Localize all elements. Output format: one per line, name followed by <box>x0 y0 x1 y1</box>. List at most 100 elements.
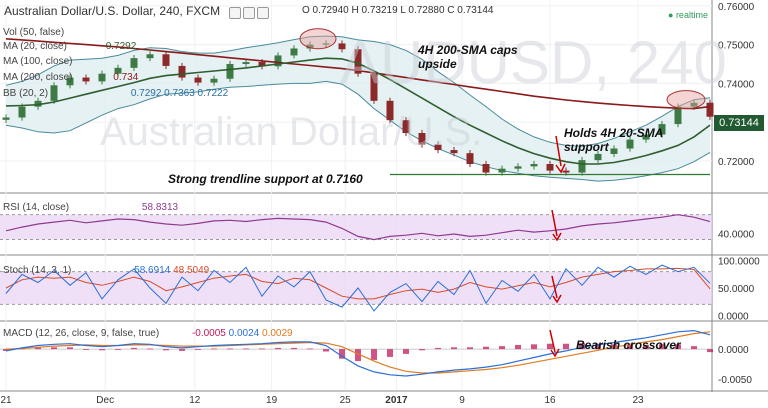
macd-histogram-bar <box>387 349 393 357</box>
macd-histogram-bar <box>291 348 297 349</box>
watermark-symbol: AUDUSD, 240 <box>340 28 727 97</box>
chart-title: Australian Dollar/U.S. Dollar, 240, FXCM <box>4 4 269 19</box>
macd-histogram-bar <box>195 349 201 350</box>
time-axis-tick: Dec <box>96 395 114 406</box>
time-axis-tick: 2017 <box>385 395 408 406</box>
macd-histogram-bar <box>275 348 281 349</box>
candle-body <box>243 62 250 64</box>
macd-histogram-bar <box>99 349 105 350</box>
macd-histogram-bar <box>323 349 329 351</box>
annotation-20sma: Holds 4H 20-SMA support <box>564 126 663 154</box>
macd-histogram-bar <box>499 346 505 349</box>
annotation-200sma: 4H 200-SMA caps upside <box>418 43 518 71</box>
macd-histogram-bar <box>563 344 569 349</box>
more-icon[interactable] <box>257 7 269 19</box>
visibility-icon[interactable] <box>243 7 255 19</box>
legend-ma200-value: 0.734 <box>113 72 138 83</box>
legend-rsi[interactable]: RSI (14, close) 58.8313 <box>3 202 178 213</box>
macd-histogram-bar <box>451 347 457 349</box>
legend-ma20-label: MA (20, close) <box>3 41 67 52</box>
macd-histogram-bar <box>691 346 697 349</box>
settings-icon[interactable] <box>229 7 241 19</box>
legend-ma200[interactable]: MA (200, close) 0.734 <box>3 72 138 83</box>
candle-body <box>531 164 538 166</box>
legend-macd-signal: 0.0029 <box>262 328 293 339</box>
legend-rsi-label: RSI (14, close) <box>3 202 69 213</box>
legend-bb[interactable]: BB (20, 2) 0.7292 0.7363 0.7222 <box>3 88 228 99</box>
realtime-dot-icon: ● <box>668 10 676 20</box>
legend-ma20[interactable]: MA (20, close) 0.7292 <box>3 41 136 52</box>
macd-histogram-bar <box>131 348 137 349</box>
time-axis-tick: 16 <box>544 395 556 406</box>
macd-histogram-bar <box>243 349 249 350</box>
candle-body <box>3 117 10 119</box>
header-buttons <box>227 5 269 19</box>
candle-body <box>195 78 202 83</box>
legend-stoch-d: 48.5049 <box>173 265 209 276</box>
time-axis-tick: 21 <box>0 395 12 406</box>
candle-body <box>707 103 714 117</box>
candle-body <box>595 154 602 160</box>
legend-ma200-label: MA (200, close) <box>3 72 72 83</box>
candle-body <box>291 48 298 55</box>
last-price-badge: 0.73144 <box>714 115 764 131</box>
candle-body <box>675 107 682 124</box>
macd-histogram-bar <box>259 349 265 350</box>
legend-vol[interactable]: Vol (50, false) <box>3 27 64 38</box>
legend-macd-line: 0.0024 <box>229 328 260 339</box>
time-axis-tick: 25 <box>340 395 352 406</box>
stoch-axis-tick: 100.0000 <box>718 257 760 268</box>
annotation-macd: Bearish crossover <box>576 338 681 352</box>
stoch-axis-tick: 0.0000 <box>718 311 749 322</box>
candle-body <box>563 171 570 173</box>
candle-body <box>499 169 506 173</box>
candle-body <box>211 79 218 83</box>
legend-vol-label: Vol (50, false) <box>3 27 64 38</box>
legend-macd[interactable]: MACD (12, 26, close, 9, false, true) -0.… <box>3 328 293 339</box>
watermark-name: Australian Dollar/U.S. <box>100 110 482 155</box>
time-axis-tick: 23 <box>632 395 644 406</box>
ohlc-readout: O 0.72940 H 0.73219 L 0.72880 C 0.73144 <box>302 5 493 16</box>
candle-body <box>579 160 586 172</box>
macd-axis-tick: -0.0050 <box>718 375 752 386</box>
macd-histogram-bar <box>51 347 57 349</box>
macd-histogram-bar <box>67 347 73 349</box>
highlight-circle-200sma <box>300 29 336 49</box>
legend-macd-hist: -0.0005 <box>192 328 226 339</box>
legend-rsi-value: 58.8313 <box>142 202 178 213</box>
candle-body <box>515 166 522 168</box>
candle-body <box>483 164 490 173</box>
legend-ma100[interactable]: MA (100, close) <box>3 56 72 67</box>
candle-body <box>547 164 554 171</box>
realtime-label: realtime <box>676 10 708 20</box>
legend-stoch[interactable]: Stoch (14, 3, 1) 58.6914 48.5049 <box>3 265 209 276</box>
macd-histogram-bar <box>435 348 441 349</box>
macd-histogram-bar <box>163 349 169 350</box>
candle-body <box>131 58 138 68</box>
legend-stoch-k: 58.6914 <box>134 265 170 276</box>
macd-histogram-bar <box>179 349 185 351</box>
macd-histogram-bar <box>707 349 713 352</box>
symbol-title[interactable]: Australian Dollar/U.S. Dollar, 240, FXCM <box>4 4 220 18</box>
macd-histogram-bar <box>371 349 377 360</box>
macd-histogram-bar <box>307 349 313 350</box>
macd-histogram-bar <box>467 347 473 349</box>
macd-histogram-bar <box>547 344 553 349</box>
stoch-axis-tick: 50.0000 <box>718 284 755 295</box>
legend-bb-values: 0.7292 0.7363 0.7222 <box>131 88 228 99</box>
legend-macd-label: MACD (12, 26, close, 9, false, true) <box>3 328 159 339</box>
legend-stoch-label: Stoch (14, 3, 1) <box>3 265 71 276</box>
macd-histogram-bar <box>115 349 121 350</box>
macd-histogram-bar <box>227 349 233 350</box>
macd-histogram-bar <box>211 349 217 350</box>
legend-ma100-label: MA (100, close) <box>3 56 72 67</box>
legend-ma20-value: 0.7292 <box>106 41 137 52</box>
annotation-trendline: Strong trendline support at 0.7160 <box>168 172 363 186</box>
candle-body <box>227 64 234 79</box>
macd-histogram-bar <box>515 345 521 349</box>
legend-bb-label: BB (20, 2) <box>3 88 48 99</box>
macd-histogram-bar <box>83 349 89 350</box>
macd-histogram-bar <box>403 349 409 354</box>
price-axis-tick: 0.76000 <box>718 2 755 13</box>
